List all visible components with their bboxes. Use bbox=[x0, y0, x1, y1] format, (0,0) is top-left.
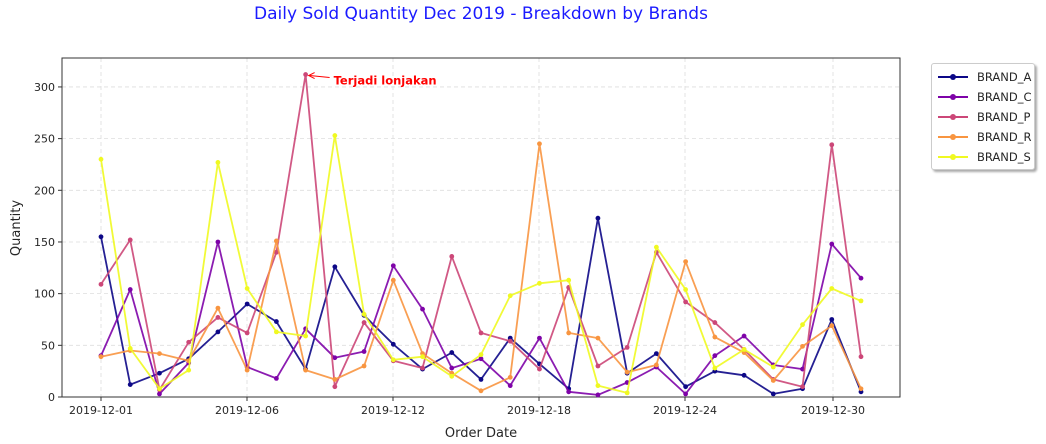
legend: BRAND_A BRAND_C BRAND_P BRAND_R BRAND_S bbox=[931, 63, 1035, 170]
legend-item-brand-r: BRAND_R bbox=[932, 127, 1034, 147]
series-brand-a bbox=[98, 215, 864, 397]
svg-text:100: 100 bbox=[34, 288, 55, 301]
legend-label: BRAND_C bbox=[977, 90, 1032, 104]
svg-text:0: 0 bbox=[48, 391, 55, 404]
svg-text:2019-12-24: 2019-12-24 bbox=[653, 404, 717, 417]
x-axis-label: Order Date bbox=[445, 426, 517, 441]
legend-item-brand-a: BRAND_A bbox=[932, 67, 1034, 87]
svg-text:2019-12-06: 2019-12-06 bbox=[215, 404, 279, 417]
annotation-label: Terjadi lonjakan bbox=[334, 74, 437, 88]
legend-line-marker-icon bbox=[938, 112, 968, 122]
legend-item-brand-c: BRAND_C bbox=[932, 87, 1034, 107]
legend-label: BRAND_S bbox=[977, 150, 1031, 164]
y-axis-label: Quantity bbox=[9, 200, 24, 256]
legend-line-marker-icon bbox=[938, 132, 968, 142]
grid-lines bbox=[62, 58, 900, 397]
legend-label: BRAND_A bbox=[977, 70, 1032, 84]
data-series bbox=[98, 72, 864, 398]
legend-line-marker-icon bbox=[938, 72, 968, 82]
annotations: Terjadi lonjakan bbox=[307, 72, 437, 88]
legend-item-brand-p: BRAND_P bbox=[932, 107, 1034, 127]
plot-area bbox=[61, 57, 901, 398]
svg-text:2019-12-12: 2019-12-12 bbox=[361, 404, 425, 417]
svg-text:200: 200 bbox=[34, 184, 55, 197]
svg-text:250: 250 bbox=[34, 133, 55, 146]
legend-item-brand-s: BRAND_S bbox=[932, 147, 1034, 167]
series-brand-r bbox=[98, 141, 864, 394]
legend-line-marker-icon bbox=[938, 152, 968, 162]
legend-label: BRAND_P bbox=[977, 110, 1031, 124]
svg-text:150: 150 bbox=[34, 236, 55, 249]
y-axis: 0 50 100 150 200 250 300 bbox=[34, 81, 62, 404]
series-brand-p bbox=[98, 72, 864, 393]
x-axis: 2019-12-01 2019-12-06 2019-12-12 2019-12-18… bbox=[69, 397, 865, 417]
svg-text:300: 300 bbox=[34, 81, 55, 94]
legend-label: BRAND_R bbox=[977, 130, 1032, 144]
svg-text:2019-12-18: 2019-12-18 bbox=[507, 404, 571, 417]
chart-title: Daily Sold Quantity Dec 2019 - Breakdown… bbox=[254, 4, 708, 24]
series-brand-s bbox=[98, 133, 864, 396]
legend-line-marker-icon bbox=[938, 92, 968, 102]
svg-text:50: 50 bbox=[41, 339, 55, 352]
svg-text:2019-12-30: 2019-12-30 bbox=[801, 404, 865, 417]
series-brand-c bbox=[98, 239, 864, 398]
svg-text:2019-12-01: 2019-12-01 bbox=[69, 404, 133, 417]
